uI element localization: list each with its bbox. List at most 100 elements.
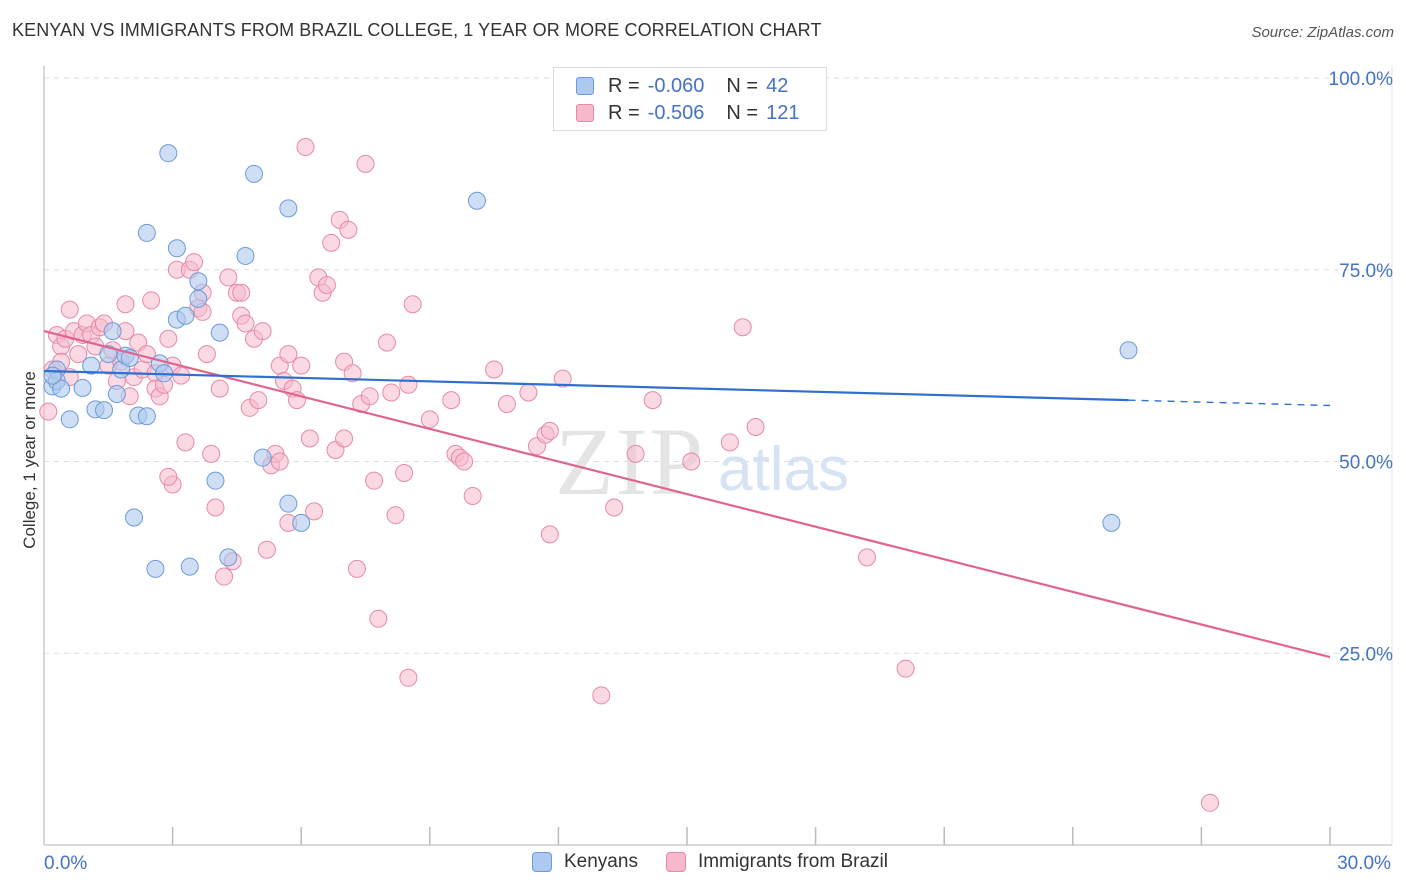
legend-row-kenyans: R = -0.060 N = 42 [576, 73, 788, 99]
brazil-point [206, 498, 225, 517]
kenyans-point [245, 164, 264, 183]
brazil-point [142, 291, 161, 310]
kenyans-point [206, 471, 225, 490]
legend-n-label: N = [726, 101, 759, 124]
brazil-point [746, 417, 765, 436]
brazil-point [249, 391, 268, 410]
y-tick-label: 75.0% [1339, 261, 1393, 282]
brazil-point [386, 506, 405, 525]
legend-brazil-label: Immigrants from Brazil [697, 851, 888, 872]
correlation-legend: R = -0.060 N = 42 R = -0.506 N = 121 [553, 67, 827, 131]
brazil-point [197, 345, 216, 364]
chart-title: KENYAN VS IMMIGRANTS FROM BRAZIL COLLEGE… [12, 20, 822, 40]
kenyans-point [137, 223, 156, 242]
kenyans-point [167, 239, 186, 258]
brazil-legend-icon [665, 852, 686, 872]
kenyans-point [82, 356, 101, 375]
brazil-point [215, 567, 234, 586]
kenyans-point [292, 513, 311, 532]
brazil-point [540, 421, 559, 440]
kenyans-trend-extension [1128, 399, 1331, 407]
brazil-point [442, 391, 461, 410]
brazil-point [395, 464, 414, 483]
brazil-point [1200, 793, 1219, 812]
brazil-point [232, 283, 251, 302]
kenyans-point [219, 548, 238, 567]
watermark-atlas: atlas [718, 435, 849, 504]
kenyans-point [236, 246, 255, 265]
brazil-point [733, 318, 752, 337]
kenyans-point [467, 191, 486, 210]
legend-n-value: 121 [766, 101, 800, 124]
kenyans-point [1119, 341, 1138, 360]
kenyans-point [73, 378, 92, 397]
brazil-point [296, 138, 315, 157]
trend-lines [43, 330, 1331, 659]
series-kenyans-points [43, 144, 1138, 578]
watermark: ZIP atlas [555, 408, 849, 515]
brazil-point [159, 329, 178, 348]
brazil-point [343, 364, 362, 383]
brazil-point [360, 387, 379, 406]
legend-n-label: N = [726, 74, 759, 97]
kenyans-point [189, 272, 208, 291]
legend-item-brazil[interactable]: Immigrants from Brazil [665, 851, 888, 873]
brazil-point [720, 433, 739, 452]
kenyans-point [95, 401, 114, 420]
brazil-swatch-icon [576, 104, 594, 122]
kenyans-point [279, 494, 298, 513]
axes [43, 66, 1393, 846]
brazil-point [540, 525, 559, 544]
legend-r-label: R = [608, 74, 640, 97]
kenyans-point [279, 199, 298, 218]
brazil-point [116, 295, 135, 314]
brazil-point [896, 659, 915, 678]
kenyans-point [60, 410, 79, 429]
brazil-point [553, 369, 572, 388]
brazil-point [69, 345, 88, 364]
kenyans-point [253, 448, 272, 467]
kenyans-point [210, 323, 229, 342]
kenyans-point [137, 407, 156, 426]
brazil-point [369, 609, 388, 628]
brazil-point [305, 502, 324, 521]
kenyans-point [176, 306, 195, 325]
brazil-point [399, 375, 418, 394]
brazil-point [365, 471, 384, 490]
kenyans-point [107, 385, 126, 404]
brazil-point [682, 452, 701, 471]
kenyans-swatch-icon [576, 77, 594, 95]
y-tick-label: 50.0% [1339, 453, 1393, 474]
brazil-point [236, 314, 255, 333]
kenyans-point [1102, 513, 1121, 532]
kenyans-point [103, 322, 122, 341]
legend-row-brazil: R = -0.506 N = 121 [576, 100, 799, 126]
brazil-point [270, 452, 289, 471]
kenyans-point [189, 289, 208, 308]
brazil-point [60, 300, 79, 319]
brazil-trend-line [43, 330, 1331, 659]
brazil-point [605, 498, 624, 517]
kenyans-trend-line [43, 369, 1129, 402]
brazil-point [219, 268, 238, 287]
brazil-point [626, 444, 645, 463]
brazil-point [455, 452, 474, 471]
watermark-zip: ZIP [555, 408, 705, 515]
brazil-point [257, 540, 276, 559]
brazil-point [185, 253, 204, 272]
brazil-point [377, 333, 396, 352]
brazil-point [592, 686, 611, 705]
brazil-point [300, 429, 319, 448]
brazil-point [858, 548, 877, 567]
brazil-point [519, 383, 538, 402]
gridlines [44, 77, 1392, 654]
legend-r-label: R = [608, 101, 640, 124]
legend-n-value: 42 [766, 74, 789, 97]
y-tick-label: 100.0% [1329, 69, 1394, 90]
kenyans-point [43, 366, 62, 385]
brazil-point [339, 220, 358, 239]
x-tick-label: 0.0% [44, 853, 87, 874]
y-tick-label: 25.0% [1339, 644, 1393, 665]
legend-item-kenyans[interactable]: Kenyans [532, 851, 638, 873]
brazil-point [643, 391, 662, 410]
